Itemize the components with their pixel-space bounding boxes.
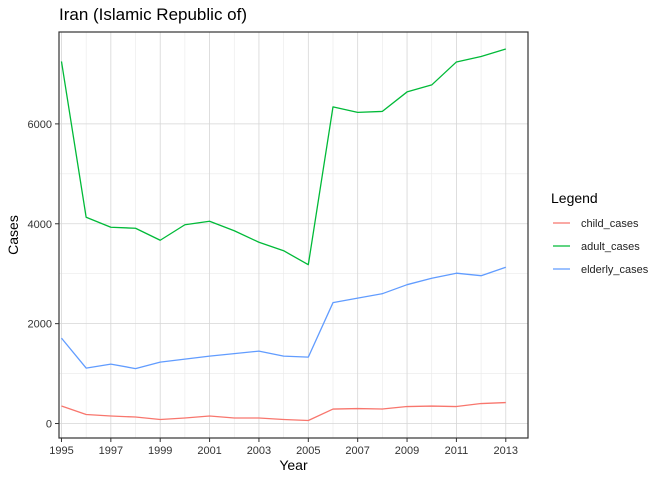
y-tick-label: 6000 [28, 119, 52, 131]
legend-label-elderly-cases: elderly_cases [581, 264, 649, 276]
y-tick-label: 4000 [28, 219, 52, 231]
series-lines [60, 48, 506, 422]
x-axis-title: Year [279, 457, 308, 473]
x-tick-label: 2007 [345, 445, 369, 457]
plot-panel-border [58, 31, 529, 439]
y-axis: 0 2000 4000 6000 [28, 119, 59, 431]
y-tick-label: 0 [46, 419, 52, 431]
x-tick-label: 2013 [494, 445, 518, 457]
y-axis-title: Cases [5, 215, 21, 255]
legend-title: Legend [551, 190, 598, 206]
legend-label-child-cases: child_cases [581, 218, 639, 230]
x-tick-label: 2001 [197, 445, 221, 457]
x-tick-label: 2003 [247, 445, 271, 457]
legend-label-adult-cases: adult_cases [581, 241, 640, 253]
x-axis: 1995 1997 1999 2001 2003 2005 2007 2009 2011 2013 [49, 438, 518, 457]
grid-lines [59, 32, 528, 438]
series-line-adult-cases [60, 48, 506, 266]
x-tick-label: 1997 [99, 445, 123, 457]
series-line-child-cases [61, 401, 506, 422]
chart-title: Iran (Islamic Republic of) [59, 5, 247, 24]
series-line-elderly-cases [60, 266, 506, 370]
x-tick-label: 2011 [445, 445, 469, 457]
x-tick-label: 1995 [49, 445, 73, 457]
x-tick-label: 1999 [148, 445, 172, 457]
x-tick-label: 2005 [296, 445, 320, 457]
legend: Legend child_cases adult_cases elderly_cas… [551, 190, 649, 276]
y-tick-label: 2000 [28, 319, 52, 331]
x-tick-label: 2009 [395, 445, 419, 457]
